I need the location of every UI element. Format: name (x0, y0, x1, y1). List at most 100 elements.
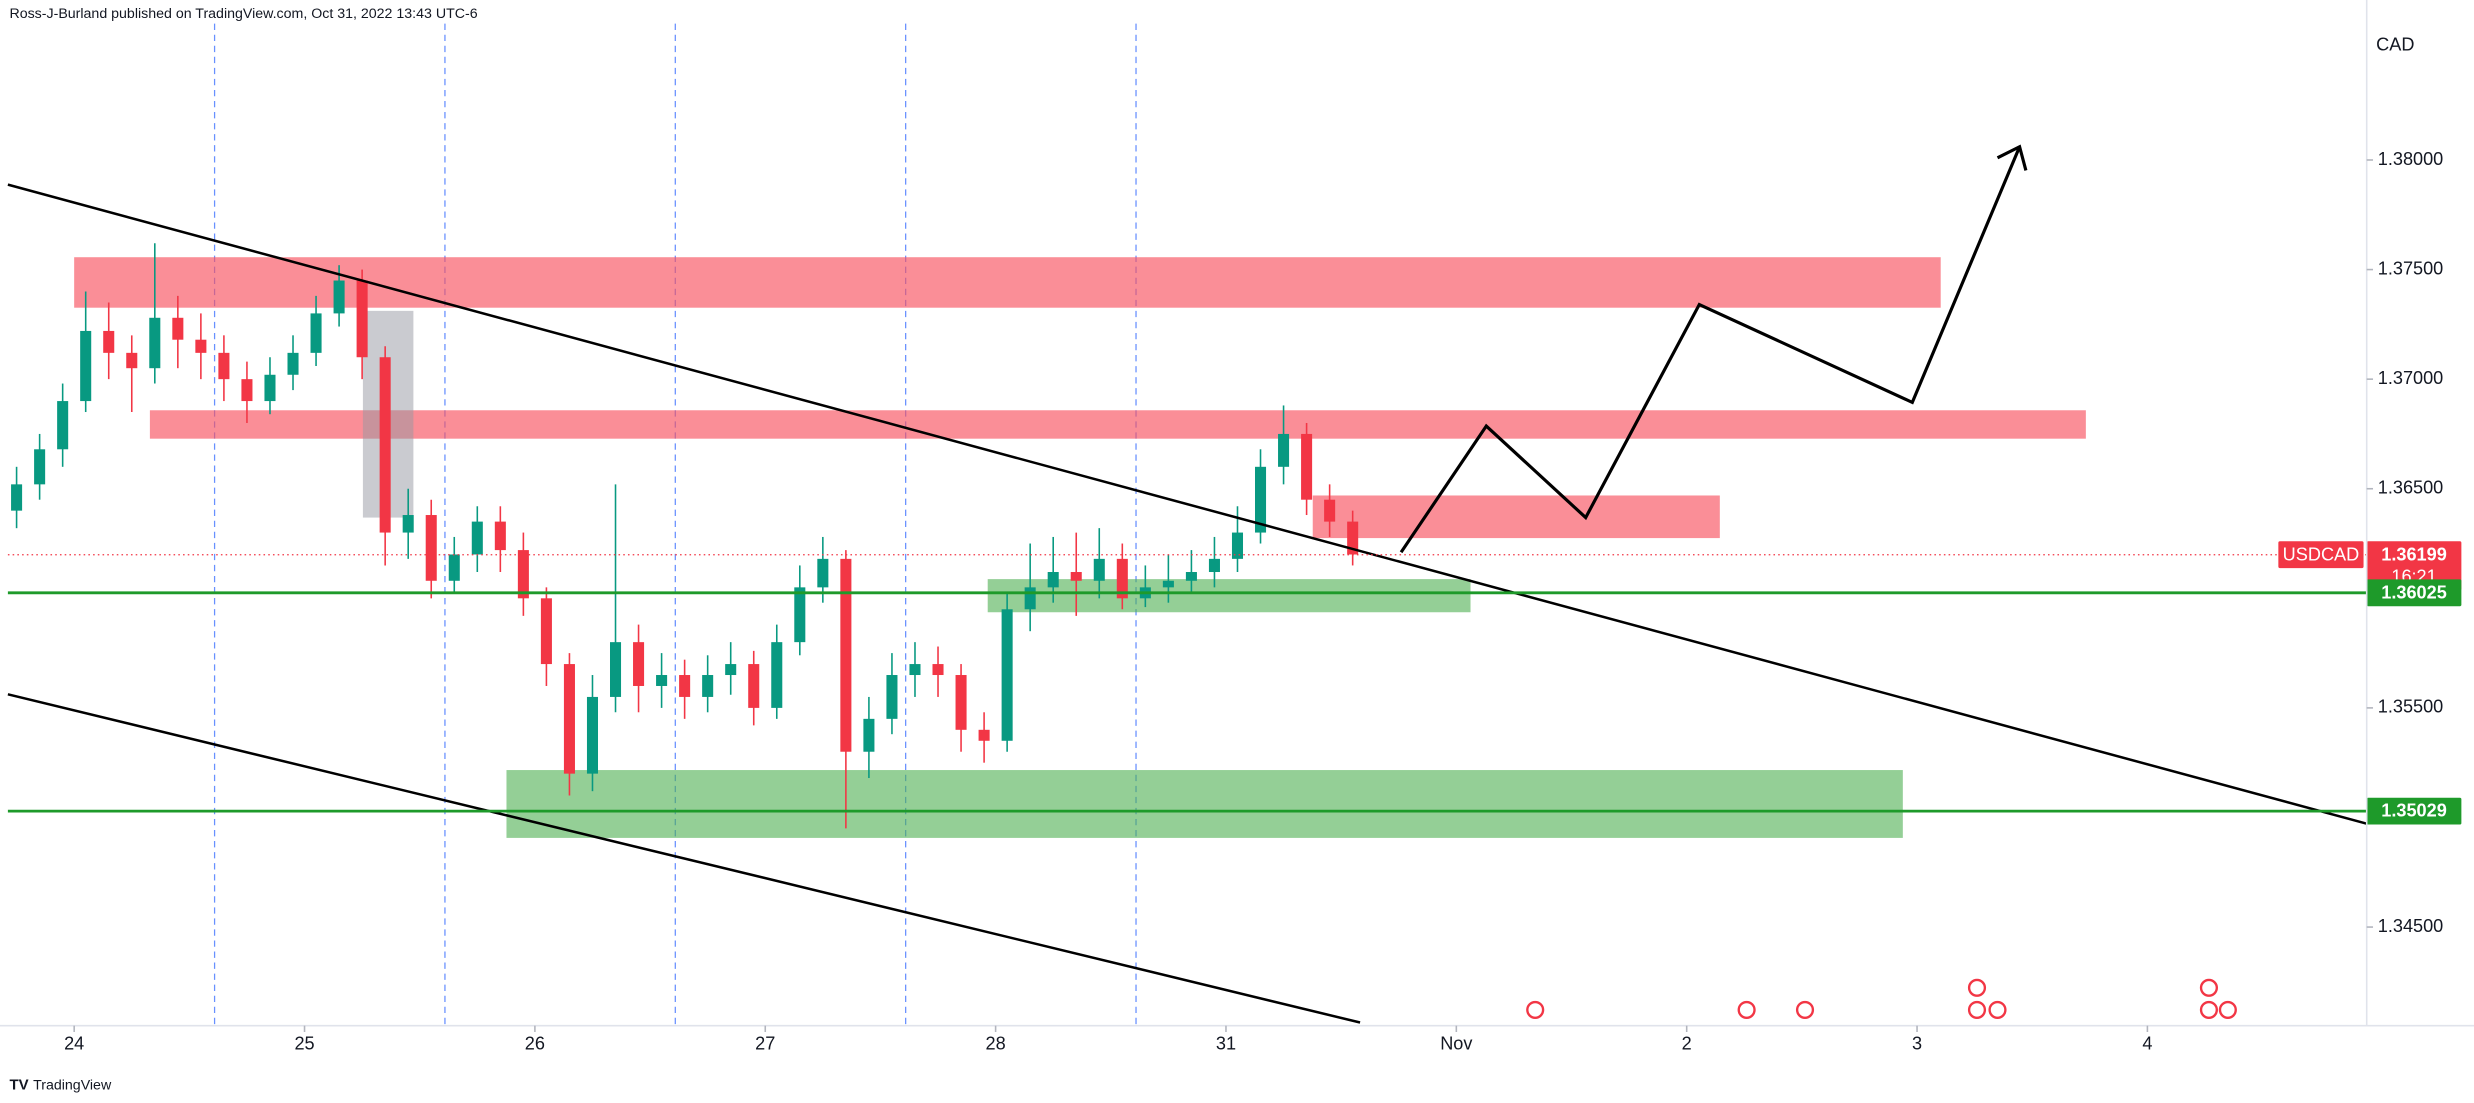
event-icon (1988, 1000, 2007, 1019)
candle-body (586, 696, 599, 774)
candle-body (1093, 558, 1105, 581)
candle-body (771, 642, 783, 708)
candle-body (1070, 572, 1082, 581)
price-label: 1.36025 (2381, 582, 2447, 602)
resistance-zone (74, 257, 1941, 308)
candle-body (494, 521, 506, 551)
event-icon (1795, 1000, 1815, 1019)
x-tick-label: 28 (986, 1033, 1006, 1053)
candle-body (241, 379, 253, 402)
brand: TradingView (33, 1077, 112, 1093)
x-tick-label: Nov (1440, 1033, 1472, 1053)
candle-body (471, 521, 483, 555)
x-tick-label: 25 (294, 1033, 314, 1053)
support-zone (987, 579, 1471, 613)
y-tick-label: 1.38000 (2378, 149, 2444, 169)
candle-body (886, 675, 898, 719)
candle-body (563, 664, 575, 774)
y-tick-label: 1.34500 (2378, 916, 2444, 936)
candle-body (103, 330, 115, 353)
projection-path (1399, 146, 2022, 554)
x-tick-label: 26 (525, 1033, 545, 1053)
candle-body (333, 280, 345, 314)
candle-body (840, 558, 852, 752)
candle-body (379, 357, 391, 533)
event-icon (1737, 1000, 1756, 1019)
y-tick-label: 1.36500 (2378, 478, 2444, 498)
candle-body (863, 718, 875, 752)
x-tick-label: 3 (1912, 1033, 1922, 1053)
candle-body (126, 352, 138, 369)
attribution: Ross-J-Burland published on TradingView.… (9, 6, 477, 22)
candle-body (172, 317, 184, 340)
candle-body (540, 598, 552, 665)
resistance-zone (1312, 495, 1720, 539)
event-icon (2199, 978, 2219, 997)
candle-body (1047, 572, 1059, 588)
candle-body (356, 280, 368, 358)
arrow-head (1996, 144, 2028, 171)
session-lines (213, 23, 1137, 1026)
candle-body (679, 675, 691, 697)
candle-body (978, 729, 990, 741)
candle-body (310, 313, 322, 353)
candle-body (748, 664, 760, 708)
candle-body (425, 515, 437, 581)
candle-body (1231, 532, 1244, 559)
price-label-box (2366, 579, 2462, 607)
x-tick-label: 27 (755, 1033, 775, 1053)
candle-body (1301, 433, 1313, 500)
x-tick-label: 31 (1216, 1033, 1236, 1053)
candle-body (794, 587, 806, 643)
price-label-box (2366, 797, 2462, 825)
candle-body (1001, 609, 1013, 741)
candle-body (1185, 572, 1197, 581)
candle-body (264, 374, 276, 402)
event-icon (2199, 1000, 2219, 1019)
trendline (7, 693, 1361, 1024)
candle-body (909, 664, 921, 676)
y-tick-label: 1.35500 (2378, 697, 2444, 717)
candle-body (1278, 433, 1290, 467)
y-tick-label: 1.37500 (2378, 258, 2444, 278)
symbol-label-box (2278, 541, 2364, 569)
candle-body (1116, 558, 1128, 599)
candle-body (34, 449, 46, 485)
brand-logo: TV (9, 1077, 28, 1094)
candle-body (609, 642, 622, 697)
candle-body (817, 558, 829, 588)
event-icon (1526, 1000, 1545, 1019)
candles (11, 243, 1359, 829)
candle-body (1255, 466, 1267, 533)
candle-body (633, 642, 645, 686)
candle-body (1347, 521, 1359, 555)
currency-label: CAD (2376, 35, 2414, 55)
price-label-box (2366, 541, 2462, 591)
candle-body (1324, 499, 1336, 522)
candle-body (287, 352, 299, 375)
candle-body (517, 550, 529, 599)
candle-body (955, 675, 967, 730)
event-icons (1526, 978, 2237, 1019)
candle-body (402, 515, 414, 533)
x-tick-label: 24 (64, 1033, 84, 1053)
event-icon (2218, 1000, 2237, 1019)
candle-body (656, 675, 668, 686)
y-tick-label: 1.37000 (2378, 368, 2444, 388)
event-icon (1967, 978, 1987, 997)
x-tick-label: 2 (1682, 1033, 1692, 1053)
candle-body (195, 339, 207, 353)
x-tick-label: 4 (2142, 1033, 2152, 1053)
candle-body (218, 352, 230, 380)
candle-body (80, 330, 92, 402)
price-label: 1.35029 (2381, 801, 2447, 821)
trendline (7, 183, 2368, 825)
price-label: 1.36199 (2381, 544, 2447, 564)
drawings (7, 144, 2368, 1024)
candle-body (11, 484, 23, 511)
candle-body (57, 401, 69, 450)
symbol-label: USDCAD (2283, 544, 2360, 564)
candle-body (448, 554, 460, 581)
